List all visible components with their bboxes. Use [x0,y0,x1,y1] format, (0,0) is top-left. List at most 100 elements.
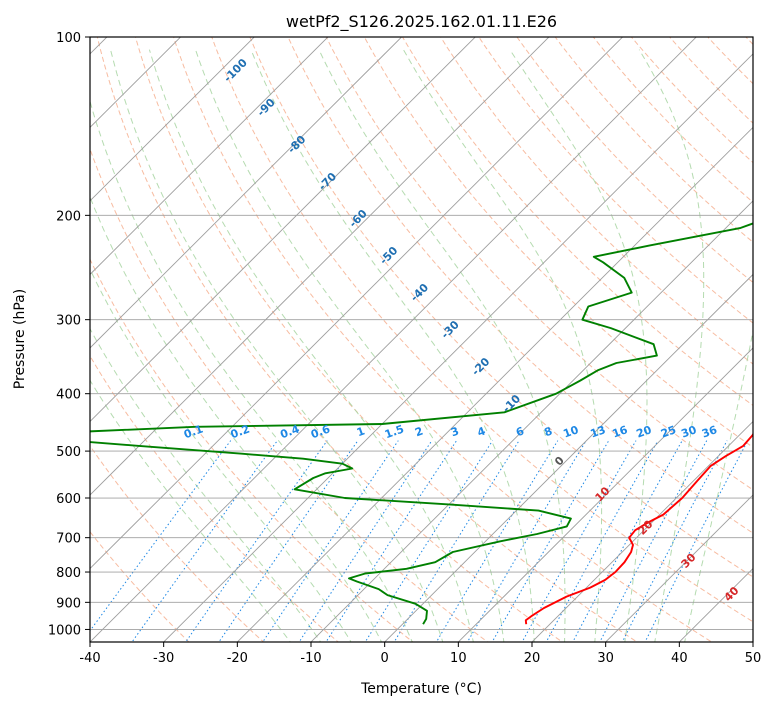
moist-adiabat [684,328,753,642]
dry-adiabat [440,37,753,365]
isotherm [90,37,403,349]
mixing-ratio-label: 0.2 [229,422,252,441]
mixing-ratio-line [521,440,637,642]
x-tick-label: 50 [745,651,762,666]
dry-adiabat-label: -100 [221,56,250,85]
y-tick-label: 1000 [48,623,81,638]
isotherm [90,37,255,202]
moist-adiabat [638,49,705,642]
mixing-ratio-line [131,440,278,642]
mixing-ratio-label: 4 [476,424,488,439]
moist-adiabat [509,49,648,642]
dry-adiabat-label: -80 [285,133,308,156]
mixing-ratio-label: 16 [611,423,630,441]
mixing-ratio-label: 0.6 [309,422,332,441]
mixing-ratio-label: 2 [413,424,425,439]
isotherm [531,420,753,642]
chart-title: wetPf2_S126.2025.162.01.11.E26 [286,12,557,32]
series-line [90,222,753,625]
isotherm [90,37,624,570]
series-line [524,432,753,625]
mixing-ratio-label: 1 [355,424,367,439]
profile-lines [90,222,753,625]
moist-adiabat [90,268,352,642]
dry-adiabat [287,37,753,534]
isotherm [457,347,753,642]
background-lines [90,37,753,642]
moist-adiabat-label: 40 [722,584,742,604]
moist-adiabat [90,379,291,642]
mixing-ratio-label: 6 [514,424,526,439]
moist-adiabat [90,99,413,642]
x-tick-label: -30 [153,651,174,666]
y-tick-label: 400 [56,388,81,403]
mixing-ratio-label: 0.1 [182,422,205,441]
y-axis: 100 200 300 400 500 600 700 800 900 1000 [48,31,90,638]
isotherm [752,641,753,642]
moist-adiabat [148,49,474,642]
moist-adiabat-label: 10 [593,484,613,504]
isotherm [605,494,753,642]
dry-adiabat [325,37,753,491]
mixing-ratio-label: 1.5 [383,422,406,441]
x-tick-label: 40 [671,651,688,666]
mixing-ratio-line [325,440,458,642]
line-labels: -100-90-80-70-60-50-40-30-20-100.1 0.2 0.4… [182,56,742,604]
x-tick-label: 30 [597,651,614,666]
moist-adiabat-label: 30 [679,551,699,571]
y-tick-label: 500 [56,445,81,460]
mixing-ratio-label: 3 [449,424,461,439]
plot-frame [89,36,754,643]
dry-adiabat-label: -50 [377,244,400,267]
y-tick-label: 600 [56,492,81,507]
mixing-ratio-line [298,440,433,642]
x-tick-label: -10 [300,651,321,666]
dry-adiabat [401,37,753,407]
isotherm [236,126,753,642]
moist-adiabat [110,49,444,642]
dry-adiabat [90,355,339,642]
dry-adiabat [173,37,713,642]
dry-adiabat-label: -40 [408,281,431,304]
dry-adiabat [478,37,753,324]
isotherm [90,37,550,496]
mixing-ratio-label: 8 [542,424,554,439]
mixing-ratio-line [572,440,683,642]
dry-adiabat [745,37,753,46]
isotherm [90,37,697,642]
mixing-ratio-line [621,440,728,642]
mixing-ratio-label: 36 [700,423,719,441]
mixing-ratio-label: 13 [589,423,608,440]
isotherm [90,37,476,423]
mixing-ratio-line [545,440,659,642]
mixing-ratio-line [644,440,749,642]
moist-adiabat [250,49,535,642]
dry-adiabat [363,37,753,448]
y-tick-label: 800 [56,566,81,581]
y-axis-label: Pressure (hPa) [12,289,28,389]
dry-adiabat [90,258,414,642]
mixing-ratio-line [466,440,587,642]
dry-adiabat-label: -60 [347,207,370,230]
dry-adiabat [707,37,753,85]
mixing-ratio-line [435,440,559,642]
x-tick-label: -40 [79,651,100,666]
y-tick-label: 200 [56,209,81,224]
dry-adiabat [630,37,753,164]
x-tick-label: -20 [227,651,248,666]
dry-adiabat [211,37,753,623]
mixing-ratio-line [599,440,708,642]
dry-adiabat-label: -70 [316,170,339,193]
dry-adiabat [516,37,753,284]
dry-adiabat [554,37,753,243]
mixing-ratio-label: 25 [659,423,678,440]
mixing-ratio-label: 30 [679,423,698,441]
y-tick-label: 900 [56,596,81,611]
mixing-ratio-label: 20 [635,423,654,441]
x-axis-label: Temperature (°C) [360,681,482,697]
moist-adiabat-label: 0 [552,454,567,469]
moist-adiabat [318,49,566,642]
moist-adiabat [90,327,322,642]
dry-adiabat [249,37,753,578]
